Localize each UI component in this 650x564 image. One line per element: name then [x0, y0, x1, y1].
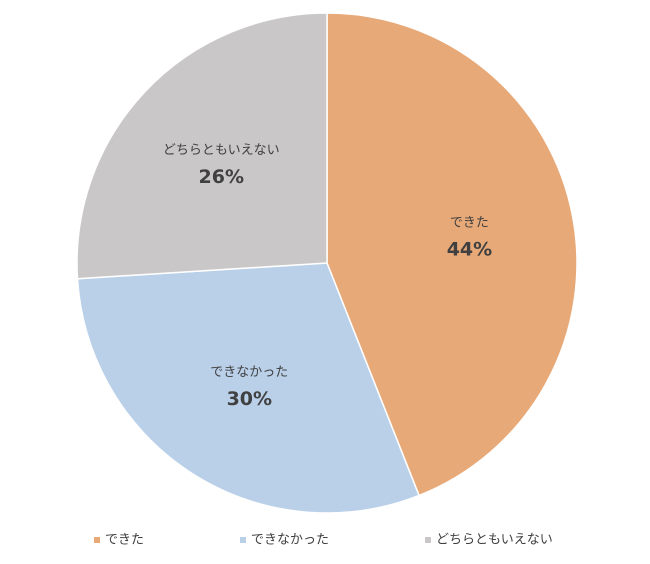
slice-category-label: できた — [450, 215, 489, 230]
pie-slice — [76, 262, 421, 514]
slice-category-label: どちらともいえない — [163, 143, 280, 158]
pie-slice — [326, 12, 578, 497]
legend-swatch — [240, 537, 246, 543]
slice-value-label: 30% — [227, 388, 272, 410]
legend-label: できなかった — [251, 533, 329, 548]
slice-category-label: できなかった — [210, 365, 288, 380]
slice-value-label: 26% — [199, 166, 244, 188]
slice-value-label: 44% — [447, 238, 492, 260]
legend-swatch — [94, 537, 100, 543]
legend-label: どちらともいえない — [436, 533, 553, 548]
legend-swatch — [425, 537, 431, 543]
legend-label: できた — [105, 533, 144, 548]
pie-slice — [76, 12, 328, 280]
